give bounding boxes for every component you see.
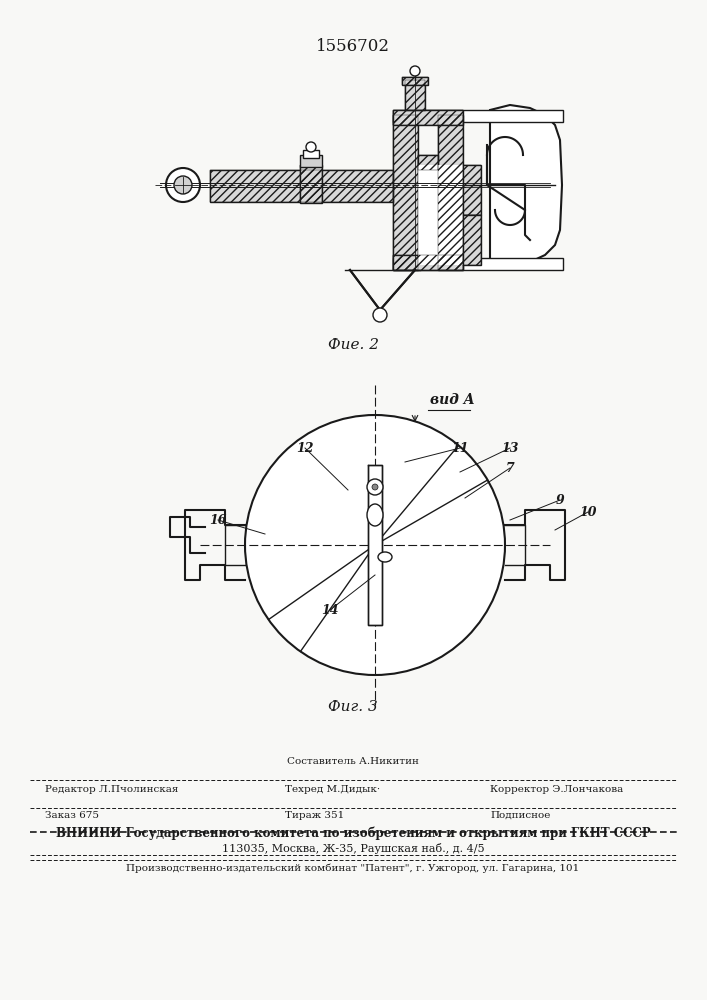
Text: 12: 12 (296, 442, 314, 454)
Bar (368, 465, 382, 625)
Polygon shape (393, 110, 463, 125)
Circle shape (166, 168, 200, 202)
Ellipse shape (367, 504, 383, 526)
Circle shape (372, 484, 378, 490)
Polygon shape (463, 165, 481, 215)
Polygon shape (402, 77, 428, 85)
Polygon shape (490, 105, 562, 268)
Polygon shape (418, 155, 438, 170)
Text: Техред М.Дидык·: Техред М.Дидык· (285, 785, 380, 794)
Polygon shape (438, 115, 463, 270)
Polygon shape (393, 255, 463, 270)
Text: 13: 13 (501, 442, 519, 454)
Polygon shape (210, 170, 393, 202)
Text: Подписное: Подписное (490, 811, 550, 820)
Text: 1556702: 1556702 (316, 38, 390, 55)
Text: 113035, Москва, Ж-35, Раушская наб., д. 4/5: 113035, Москва, Ж-35, Раушская наб., д. … (222, 843, 484, 854)
Text: вид A: вид A (430, 393, 474, 407)
Text: 9: 9 (556, 493, 564, 506)
Polygon shape (405, 80, 425, 110)
Text: Фие. 2: Фие. 2 (327, 338, 378, 352)
Bar (300, 155, 322, 167)
Ellipse shape (378, 552, 392, 562)
Circle shape (245, 415, 505, 675)
Bar (303, 150, 319, 158)
Circle shape (306, 142, 316, 152)
Polygon shape (300, 165, 322, 203)
Text: 10: 10 (579, 506, 597, 518)
Text: Тираж 351: Тираж 351 (285, 811, 344, 820)
Text: Составитель А.Никитин: Составитель А.Никитин (287, 757, 419, 766)
Text: Корректор Э.Лончакова: Корректор Э.Лончакова (490, 785, 624, 794)
Circle shape (410, 66, 420, 76)
Text: Производственно-издательский комбинат "Патент", г. Ужгород, ул. Гагарина, 101: Производственно-издательский комбинат "П… (127, 863, 580, 873)
Bar (418, 215, 463, 265)
Polygon shape (393, 115, 418, 270)
Circle shape (174, 176, 192, 194)
Text: 7: 7 (506, 462, 515, 475)
Text: 11: 11 (451, 442, 469, 454)
Text: Фиг. 3: Фиг. 3 (328, 700, 378, 714)
Polygon shape (463, 215, 481, 265)
Bar (393, 110, 563, 122)
Bar (418, 165, 463, 215)
Text: 16: 16 (209, 514, 227, 526)
Text: Заказ 675: Заказ 675 (45, 811, 99, 820)
Text: 14: 14 (321, 603, 339, 616)
Text: Редактор Л.Пчолинская: Редактор Л.Пчолинская (45, 785, 178, 794)
Text: ВНИИПИ Государственного комитета по изобретениям и открытиям при ГКНТ СССР: ВНИИПИ Государственного комитета по изоб… (56, 826, 650, 840)
Circle shape (367, 479, 383, 495)
Bar (393, 258, 563, 270)
Circle shape (373, 308, 387, 322)
